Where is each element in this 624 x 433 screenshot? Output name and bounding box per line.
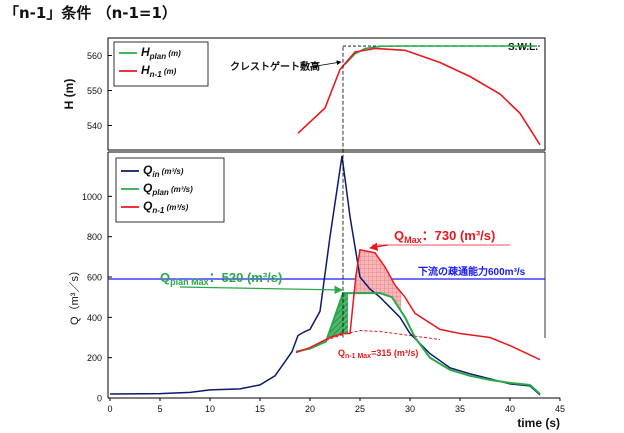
q-plan-line [295,292,541,395]
lower-y-tick-label: 400 [87,313,102,323]
q-n-1-max-annotation: Qn-1 Max=315 (m³/s) [338,348,418,360]
upper-series-h-n-1-line [297,47,541,146]
upper-legend-entry-1: Hn-1 (m) [141,63,177,79]
upper-y-axis-label: H (m) [62,79,76,110]
lower-x-tick-label: 10 [205,404,215,414]
lower-x-tick-label: 20 [305,404,315,414]
upper-y-tick-label: 560 [87,51,102,61]
swl-label: S.W.L. [508,42,538,53]
lower-legend-sub-2: n-1 [152,206,165,215]
lower-legend-main-0: Q [143,163,153,177]
lower-legend-main-2: Q [143,199,153,213]
upper-legend-sub-0: plan [149,52,167,61]
lower-x-tick-label: 25 [355,404,365,414]
lower-y-tick-label: 800 [87,232,102,242]
q-in-line [109,155,541,396]
lower-legend-entry-0: Qin (m³/s) [143,163,184,179]
lower-x-axis-label: time (s) [517,416,560,430]
lower-y-tick-label: 200 [87,353,102,363]
upper-legend-main-1: H [141,63,150,77]
q-plan-max-tail: ：520 (m³/s) [209,270,283,285]
upper-legend-sub-1: n-1 [150,70,163,79]
lower-x-tick-label: 15 [255,404,265,414]
q-plan-max-annotation: Qplan Max：520 (m³/s) [160,270,282,287]
lower-x-tick-label: 0 [107,404,112,414]
crest-gate-arrow [309,60,342,68]
excess-discharge-area [353,249,401,312]
q-n-1-max-sub: n-1 Max [345,353,371,360]
capacity-label: 下流の疎通能力600m³/s [418,265,526,278]
lower-x-tick-label: 30 [405,404,415,414]
lower-legend-entry-1: Qplan (m³/s) [143,181,193,197]
q-n-1-line [295,248,541,361]
q-n-1-max-tail: =315 (m³/s) [371,348,418,358]
lower-panel: 0 200 400 600 800 1000 0 5 10 15 20 25 30 35 40 45 Q（m³／… [68,46,565,430]
lower-x-tick-label: 5 [157,404,162,414]
q-plan-max-sub: plan Max [170,277,209,287]
lower-legend-entry-2: Qn-1 (m³/s) [143,199,189,215]
upper-legend-main-0: H [141,45,150,59]
upper-legend: Hplan (m)Hn-1 (m) [113,41,209,87]
lower-legend: Qin (m³/s)Qplan (m³/s)Qn-1 (m³/s) [115,157,225,223]
page-title: 「n-1」条件 （n-1=1） [4,4,177,22]
lower-y-tick-label: 0 [97,394,102,404]
lower-x-tick-label: 45 [555,404,565,414]
q-max-arrow [369,242,389,251]
upper-legend-entry-0: Hplan (m) [141,45,181,61]
q-plan-max-arrow [179,285,343,295]
upper-legend-unit-0: (m) [166,49,181,58]
lower-legend-unit-1: (m³/s) [169,185,193,194]
q-plan-max-main: Q [160,270,170,285]
upper-legend-unit-1: (m) [162,67,177,76]
lower-y-axis-label: Q（m³／s） [68,265,81,325]
q-n-1-max-main: Q [338,348,345,358]
lower-legend-sub-1: plan [151,188,169,197]
lower-legend-sub-0: in [152,170,159,179]
lower-y-tick-label: 600 [87,273,102,283]
q-max-tail: ：730 (m³/s) [422,228,496,243]
upper-legend-box [113,41,209,87]
lower-x-tick-label: 35 [455,404,465,414]
upper-y-tick-label: 540 [87,121,102,131]
q-max-sub: Max [404,235,422,245]
lower-legend-box [115,157,225,223]
lower-y-tick-label: 1000 [82,192,102,202]
upper-y-tick-label: 550 [87,86,102,96]
q-max-main: Q [394,228,404,243]
q-max-annotation: QMax：730 (m³/s) [394,228,495,245]
lower-legend-unit-0: (m³/s) [159,167,183,176]
lower-legend-main-1: Q [143,181,153,195]
lower-legend-unit-2: (m³/s) [164,203,188,212]
upper-plot-frame [107,37,546,151]
lower-x-tick-label: 40 [505,404,515,414]
plan-storage-area [326,293,348,342]
crest-gate-label: クレストゲート敷高 [230,60,320,73]
